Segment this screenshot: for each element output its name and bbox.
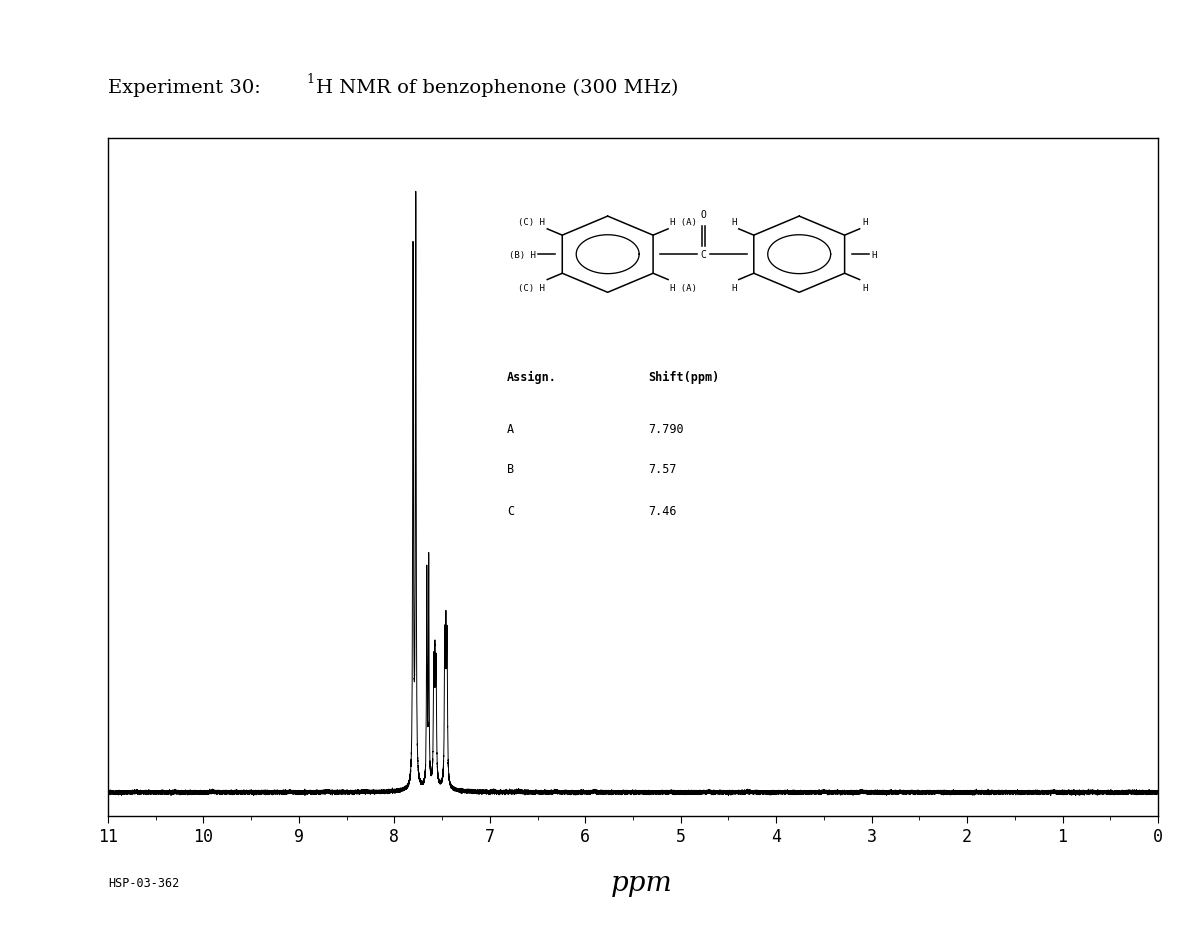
Text: (C) H: (C) H — [518, 284, 545, 293]
Text: C: C — [506, 504, 514, 517]
Text: (B) H: (B) H — [509, 250, 535, 260]
Text: Shift(ppm): Shift(ppm) — [648, 371, 719, 384]
Text: H: H — [731, 284, 737, 293]
Text: (C) H: (C) H — [518, 217, 545, 226]
Text: H: H — [731, 217, 737, 226]
Text: ppm: ppm — [611, 869, 673, 896]
Text: Assign.: Assign. — [506, 371, 557, 384]
Text: 1: 1 — [306, 73, 314, 86]
Text: H (A): H (A) — [671, 284, 697, 293]
Text: H NMR of benzophenone (300 MHz): H NMR of benzophenone (300 MHz) — [316, 79, 678, 97]
Text: 7.57: 7.57 — [648, 463, 677, 476]
Text: H (A): H (A) — [671, 217, 697, 226]
Text: H: H — [862, 284, 868, 293]
Text: H: H — [871, 250, 877, 260]
Text: O: O — [701, 210, 707, 220]
Text: 7.790: 7.790 — [648, 423, 684, 436]
Text: B: B — [506, 463, 514, 476]
Text: HSP-03-362: HSP-03-362 — [108, 876, 179, 889]
Text: 7.46: 7.46 — [648, 504, 677, 517]
Text: C: C — [701, 250, 707, 260]
Text: A: A — [506, 423, 514, 436]
Text: Experiment 30:: Experiment 30: — [108, 80, 266, 97]
Text: H: H — [862, 217, 868, 226]
